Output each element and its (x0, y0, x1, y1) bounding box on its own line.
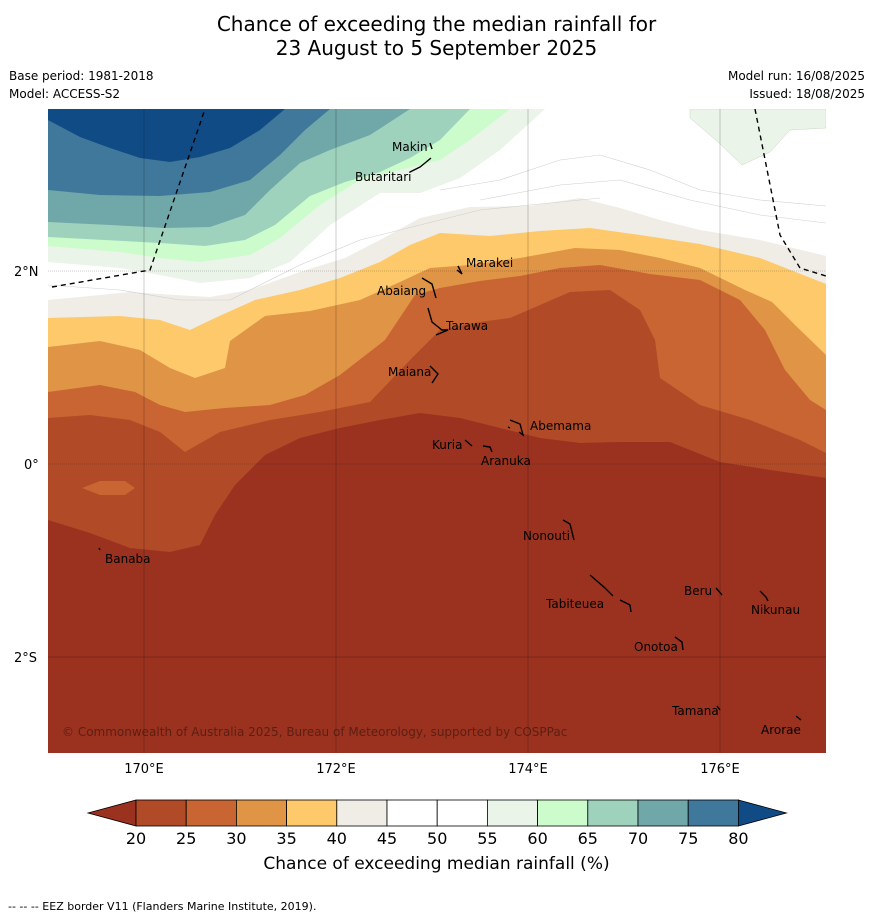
place-label: Kuria (432, 438, 463, 452)
place-label: Beru (684, 584, 712, 598)
lon-label: 176°E (700, 762, 740, 777)
place-labels: Makin Butaritari Marakei Abaiang Tarawa … (105, 140, 801, 737)
colorbar-swatch (336, 799, 388, 827)
place-label: Maiana (388, 365, 431, 379)
abemama-atoll (507, 419, 525, 437)
lon-label: 174°E (508, 762, 548, 777)
lon-label: 172°E (316, 762, 356, 777)
colorbar-swatch (386, 799, 438, 827)
colorbar-tick-label: 50 (427, 829, 447, 848)
colorbar-tick-label: 65 (578, 829, 598, 848)
band-80-plus (48, 109, 285, 162)
colorbar-swatch (537, 799, 589, 827)
place-label: Aranuka (481, 454, 531, 468)
place-label: Tarawa (445, 319, 488, 333)
onotoa-atoll (674, 636, 684, 651)
nikunau-atoll (759, 590, 769, 602)
aranuka-atoll (482, 445, 493, 453)
band-55-60-ne (689, 109, 826, 166)
tarawa-atoll (427, 307, 449, 336)
place-label: Arorae (761, 723, 801, 737)
issued-date: Issued: 18/08/2025 (749, 87, 865, 101)
tabiteuea-atoll (589, 574, 632, 613)
colorbar-swatch (486, 799, 538, 827)
colorbar-tick-label: 75 (678, 829, 698, 848)
map-fields: Makin Butaritari Marakei Abaiang Tarawa … (48, 109, 826, 753)
contour-lines (48, 154, 826, 301)
graticule (48, 109, 826, 753)
place-label: Onotoa (634, 640, 678, 654)
place-label: Abemama (530, 419, 591, 433)
butaritari-atoll (409, 157, 432, 173)
lat-label: 0° (24, 458, 39, 473)
place-label: Nikunau (751, 603, 800, 617)
tamana-island (716, 705, 721, 711)
colorbar-tick-label: 55 (477, 829, 497, 848)
colorbar-tick-label: 40 (327, 829, 347, 848)
model-run-date: Model run: 16/08/2025 (727, 69, 865, 83)
maiana-atoll (429, 365, 439, 384)
colorbar-swatch (687, 799, 739, 827)
model-name: Model: ACCESS-S2 (9, 87, 121, 101)
colorbar-tick-label: 60 (527, 829, 547, 848)
map-title-line2: 23 August to 5 September 2025 (275, 36, 598, 60)
nonouti-atoll (562, 519, 575, 541)
colorbar-swatch (637, 799, 689, 827)
lon-label: 170°E (124, 762, 164, 777)
band-25-30-patch (82, 481, 135, 495)
colorbar-tick-label: 35 (276, 829, 296, 848)
colorbar-swatch (135, 799, 187, 827)
band-below-20 (48, 413, 826, 753)
colorbar-tick-label: 70 (628, 829, 648, 848)
colorbar-title: Chance of exceeding median rainfall (%) (263, 854, 610, 874)
colorbar-tick-label: 80 (728, 829, 748, 848)
map-title-line1: Chance of exceeding the median rainfall … (216, 12, 657, 36)
arorae-island (795, 715, 802, 721)
place-label: Banaba (105, 552, 151, 566)
kuria-atoll (464, 439, 473, 447)
abaiang-atoll (421, 277, 437, 299)
place-label: Marakei (466, 256, 513, 270)
colorbar-tick-label: 30 (226, 829, 246, 848)
axis-labels: 2°N 0° 2°S 170°E 172°E 174°E 176°E (14, 265, 740, 777)
place-label: Makin (392, 140, 428, 154)
colorbar-upper-extend (738, 799, 788, 827)
banaba-island (98, 547, 101, 551)
place-label: Butaritari (355, 170, 412, 184)
eez-border (51, 109, 826, 288)
base-period: Base period: 1981-2018 (9, 69, 154, 83)
beru-atoll (715, 587, 723, 596)
colorbar-swatch (286, 799, 338, 827)
colorbar-swatch (436, 799, 488, 827)
place-label: Tamana (671, 704, 719, 718)
colorbar-swatch (185, 799, 237, 827)
place-label: Tabiteuea (545, 597, 604, 611)
colorbar-lower-extend (86, 799, 137, 827)
colorbar-swatch (235, 799, 287, 827)
lat-label: 2°S (14, 651, 37, 666)
marakei-atoll (456, 265, 463, 275)
copyright-text: © Commonwealth of Australia 2025, Bureau… (62, 725, 567, 739)
colorbar-tick-label: 25 (176, 829, 196, 848)
makin-atoll (429, 142, 433, 150)
colorbar-tick-label: 20 (126, 829, 146, 848)
colorbar-tick-label: 45 (377, 829, 397, 848)
colorbar-swatch (587, 799, 639, 827)
eez-note: -- -- -- EEZ border V11 (Flanders Marine… (8, 900, 317, 913)
atoll-coastlines (98, 142, 802, 721)
colorbar: 20 25 30 35 40 45 50 55 60 65 70 75 80 (86, 799, 788, 848)
place-label: Abaiang (377, 284, 426, 298)
place-label: Nonouti (523, 529, 570, 543)
lat-label: 2°N (14, 265, 39, 280)
